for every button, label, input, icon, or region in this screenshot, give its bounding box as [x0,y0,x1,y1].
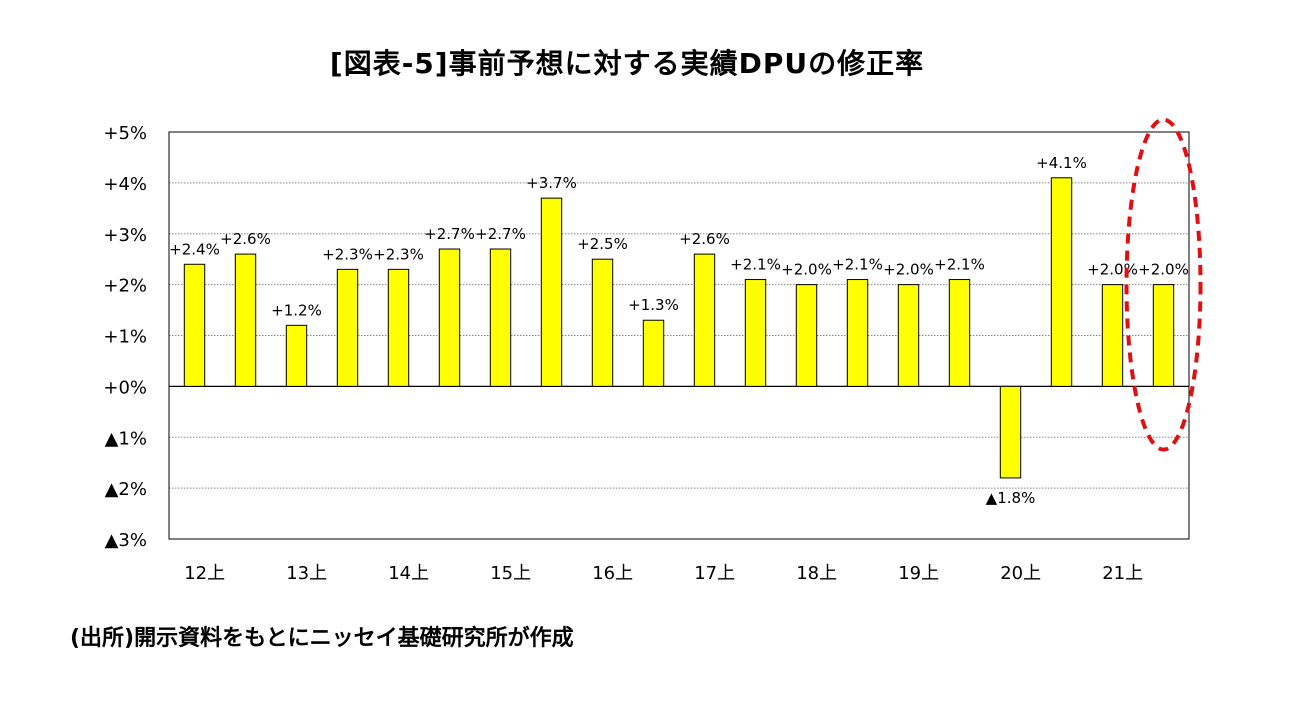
bar [438,248,461,387]
gridlines [169,182,1189,489]
x-tick-label: 19上 [898,563,939,584]
chart-title: [図表-5]事前予想に対する実績DPUの修正率 [329,47,925,80]
bar [591,258,614,387]
y-tick-label: +5% [103,123,147,144]
bar [795,284,818,387]
data-label: +2.5% [577,235,628,253]
bar [897,284,920,387]
bar [1101,284,1124,387]
bar [489,248,512,387]
y-axis-ticks: +5% +4% +3% +2% +1% +0% ▲1% ▲2% ▲3% [103,123,147,551]
y-tick-label: ▲1% [105,428,147,449]
highlight-ellipse [1124,117,1203,452]
x-tick-label: 17上 [694,563,735,584]
data-label: +2.1% [934,256,985,274]
data-label: +1.3% [628,296,679,314]
bars [183,177,1175,479]
plot-frame [168,131,1190,540]
data-label: +2.6% [679,230,730,248]
x-tick-label: 12上 [184,563,225,584]
y-tick-label: ▲2% [105,479,147,500]
data-label: +2.6% [220,230,271,248]
y-tick-label: +4% [103,174,147,195]
y-tick-label: +3% [103,225,147,246]
bar [387,268,410,387]
bar [234,253,257,387]
data-label: +3.7% [526,174,577,192]
bar [948,279,971,387]
x-tick-label: 14上 [388,563,429,584]
plot-border [168,131,1190,540]
data-label: +2.3% [373,245,424,263]
data-label: +2.1% [832,256,883,274]
x-tick-label: 13上 [286,563,327,584]
x-tick-label: 20上 [1000,563,1041,584]
data-label: +2.0% [883,261,934,279]
data-label: +1.2% [271,301,322,319]
highlight-ellipse [1124,117,1203,452]
bar [846,279,869,387]
y-tick-label: ▲3% [105,530,147,551]
x-axis-ticks: 12上 13上 14上 15上 16上 17上 18上 19上 20上 21上 [184,563,1143,584]
data-label: +2.0% [781,261,832,279]
y-tick-label: +1% [103,327,147,348]
bar [540,197,563,387]
y-tick-label: +2% [103,276,147,297]
bar [744,279,767,387]
x-tick-label: 21上 [1102,563,1143,584]
data-label: +2.0% [1138,261,1189,279]
y-tick-label: +0% [103,377,147,398]
bar [285,324,308,387]
bar [1050,177,1073,387]
x-tick-label: 15上 [490,563,531,584]
data-label: +2.7% [424,225,475,243]
data-label: ▲1.8% [986,489,1036,507]
data-label: +4.1% [1036,154,1087,172]
bar [1152,284,1175,387]
data-label: +2.7% [475,225,526,243]
bar [693,253,716,387]
source-note: (出所)開示資料をもとにニッセイ基礎研究所が作成 [70,626,574,651]
data-label: +2.0% [1087,261,1138,279]
bar [336,268,359,387]
bar [183,263,206,387]
bar [642,319,665,387]
bar [999,385,1022,479]
data-label: +2.3% [322,245,373,263]
x-tick-label: 16上 [592,563,633,584]
data-label: +2.1% [730,256,781,274]
data-labels: +2.4%+2.6%+1.2%+2.3% +2.3%+2.7% +2.7%+3.7%… [169,154,1189,507]
x-tick-label: 18上 [796,563,837,584]
data-label: +2.4% [169,240,220,258]
